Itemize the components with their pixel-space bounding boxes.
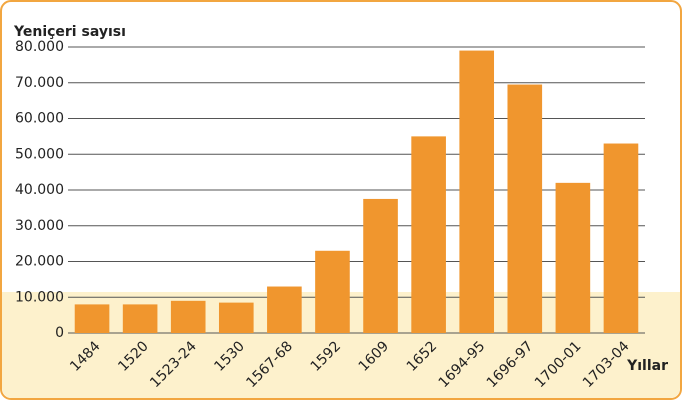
bar	[459, 50, 495, 333]
bar	[267, 286, 302, 333]
y-tick-label: 10.000	[15, 289, 64, 305]
y-tick-label: 40.000	[15, 182, 64, 198]
y-axis-label: Yeniçeri sayısı	[13, 24, 126, 40]
bar	[603, 143, 639, 333]
bar	[363, 198, 398, 333]
y-tick-label: 50.000	[15, 146, 64, 162]
y-tick-label: 30.000	[15, 218, 64, 234]
bar	[411, 136, 446, 333]
bar	[170, 300, 206, 333]
y-tick-label: 70.000	[15, 75, 64, 91]
x-axis-label: Yıllar	[626, 358, 668, 374]
bar	[555, 182, 591, 333]
bar	[218, 302, 254, 333]
bar	[507, 84, 543, 333]
y-tick-label: 60.000	[15, 111, 64, 127]
bar	[315, 250, 350, 333]
y-tick-label: 80.000	[15, 39, 64, 55]
bar	[122, 304, 158, 333]
y-tick-label: 0	[55, 325, 64, 341]
bar	[74, 304, 110, 333]
y-tick-label: 20.000	[15, 254, 64, 270]
